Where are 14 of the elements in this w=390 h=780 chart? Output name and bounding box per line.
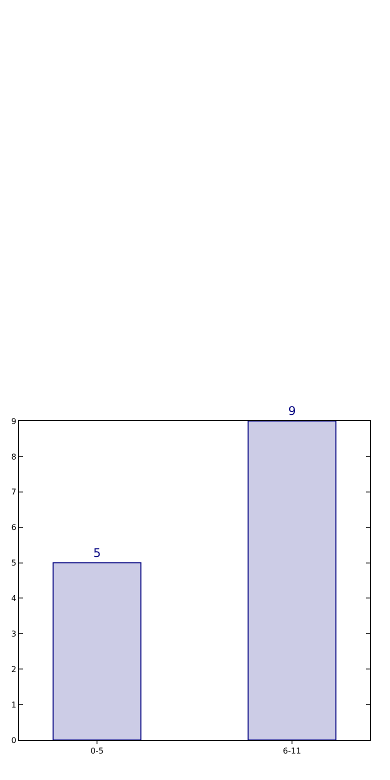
x-tick-label: 0-5 [90,746,104,756]
y-tick-label: 6 [11,523,16,532]
data-label: 9 [288,404,296,418]
y-tick-label: 5 [11,558,16,568]
y-tick-label: 0 [11,736,16,745]
y-tick-label: 1 [11,700,16,710]
y-tick-label: 7 [11,488,16,497]
y-tick-label: 4 [11,594,16,604]
data-label: 5 [93,546,101,560]
y-tick-label: 8 [11,452,16,462]
x-tick-label: 6-11 [282,746,302,756]
y-tick-label: 2 [11,664,16,674]
y-tick-label: 9 [11,416,16,426]
y-tick-label: 3 [11,629,16,638]
